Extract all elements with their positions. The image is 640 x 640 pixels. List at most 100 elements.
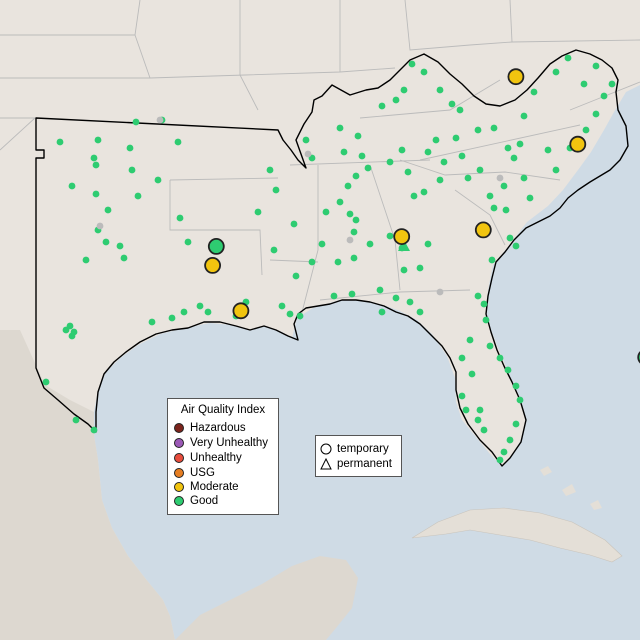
monitor-dot-good — [104, 206, 112, 214]
monitor-dot-good — [336, 124, 344, 132]
legend-swatch-hazardous — [174, 423, 184, 433]
triangle-icon — [320, 458, 332, 470]
monitor-dot-good — [510, 154, 518, 162]
monitor-dot-good — [496, 456, 504, 464]
monitor-markers-small — [42, 54, 616, 464]
monitor-dot-good — [564, 54, 572, 62]
monitor-dot-good — [458, 354, 466, 362]
monitor-marker-moderate — [204, 256, 222, 274]
monitor-dot-good — [322, 208, 330, 216]
legend-label-usg: USG — [190, 467, 215, 479]
legend-label-very-unhealthy: Very Unhealthy — [190, 437, 268, 449]
monitor-dot-good — [116, 242, 124, 250]
monitor-dot-good — [480, 300, 488, 308]
monitor-marker-moderate — [507, 68, 525, 86]
legend-row-moderate: Moderate — [174, 480, 239, 494]
monitor-dot-good — [376, 286, 384, 294]
monitor-dot-good — [94, 136, 102, 144]
monitor-dot-good — [512, 382, 520, 390]
monitor-dot-good — [392, 294, 400, 302]
monitor-dot-good — [102, 238, 110, 246]
monitor-dot-good — [410, 192, 418, 200]
monitor-dot-good — [424, 240, 432, 248]
monitor-dot-good — [504, 144, 512, 152]
monitor-dot-good — [408, 60, 416, 68]
legend-label-hazardous: Hazardous — [190, 422, 246, 434]
monitor-dot-good — [476, 406, 484, 414]
monitor-dot-good — [378, 308, 386, 316]
monitor-dot-good — [516, 140, 524, 148]
monitor-dot-good — [496, 354, 504, 362]
monitor-dot-good — [290, 220, 298, 228]
shape-label-permanent: permanent — [337, 458, 392, 470]
monitor-dot-good — [180, 308, 188, 316]
monitor-dot-good — [486, 192, 494, 200]
monitor-dot-good — [196, 302, 204, 310]
region-outline — [35, 49, 629, 467]
monitor-dot-good — [90, 426, 98, 434]
monitor-dot-good — [126, 144, 134, 152]
legend-swatch-good — [174, 496, 184, 506]
monitor-marker-moderate — [569, 135, 587, 153]
monitor-dot-good — [600, 92, 608, 100]
legend-swatch-very-unhealthy — [174, 438, 184, 448]
monitor-dot-good — [512, 242, 520, 250]
monitor-dot-good — [462, 406, 470, 414]
monitor-dot-good — [92, 190, 100, 198]
legend-title: Air Quality Index — [180, 404, 266, 416]
monitor-dot-good — [416, 308, 424, 316]
monitor-dot-good — [128, 166, 136, 174]
monitor-dot-good — [346, 210, 354, 218]
monitor-dot-good — [254, 208, 262, 216]
monitor-dot-good — [400, 266, 408, 274]
monitor-dot-good — [526, 194, 534, 202]
monitor-dot-good — [350, 254, 358, 262]
monitor-dot-good — [330, 292, 338, 300]
monitor-dot-good — [56, 138, 64, 146]
circle-icon — [320, 443, 332, 455]
monitor-markers-large — [204, 68, 640, 364]
monitor-dot-good — [448, 100, 456, 108]
monitor-dot-good — [420, 68, 428, 76]
legend-row-good: Good — [174, 494, 218, 508]
monitor-dot-good — [286, 310, 294, 318]
monitor-marker-good — [207, 237, 225, 255]
cuba-island — [411, 507, 623, 563]
monitor-dot-good — [278, 302, 286, 310]
monitor-marker-moderate — [232, 302, 250, 320]
monitor-marker-moderate — [393, 228, 411, 246]
monitor-dot-good — [504, 366, 512, 374]
state-borders — [0, 0, 640, 321]
monitor-dot-good — [66, 322, 74, 330]
monitor-dot-good — [344, 182, 352, 190]
mexico-landmass — [0, 330, 175, 640]
monitor-dot-no-data — [496, 174, 504, 182]
monitor-dot-good — [592, 62, 600, 70]
monitor-dot-good — [42, 378, 50, 386]
monitor-dot-good — [340, 148, 348, 156]
monitor-dot-good — [432, 136, 440, 144]
monitor-dot-good — [512, 420, 520, 428]
monitor-dot-no-data — [436, 288, 444, 296]
monitor-dot-good — [174, 138, 182, 146]
monitor-dot-good — [68, 182, 76, 190]
monitor-dot-good — [352, 172, 360, 180]
yucatan-landmass — [175, 556, 358, 640]
monitor-dot-good — [490, 204, 498, 212]
monitor-dot-good — [476, 166, 484, 174]
monitor-dot-good — [436, 86, 444, 94]
bahamas-islands — [540, 466, 602, 510]
monitor-dot-good — [266, 166, 274, 174]
monitor-dot-good — [458, 392, 466, 400]
legend-row-unhealthy: Unhealthy — [174, 451, 242, 465]
monitor-dot-good — [486, 342, 494, 350]
monitor-dot-good — [520, 174, 528, 182]
legend-label-unhealthy: Unhealthy — [190, 452, 242, 464]
monitor-dot-good — [424, 148, 432, 156]
monitor-dot-no-data — [96, 222, 104, 230]
monitor-dot-good — [302, 136, 310, 144]
monitor-dot-good — [392, 96, 400, 104]
monitor-dot-good — [184, 238, 192, 246]
